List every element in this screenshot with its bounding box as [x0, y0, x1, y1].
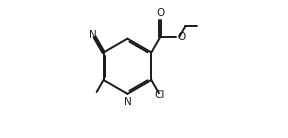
Text: Cl: Cl: [155, 90, 165, 100]
Text: O: O: [177, 32, 185, 42]
Text: N: N: [124, 97, 131, 107]
Text: N: N: [90, 30, 97, 40]
Text: O: O: [156, 8, 164, 18]
